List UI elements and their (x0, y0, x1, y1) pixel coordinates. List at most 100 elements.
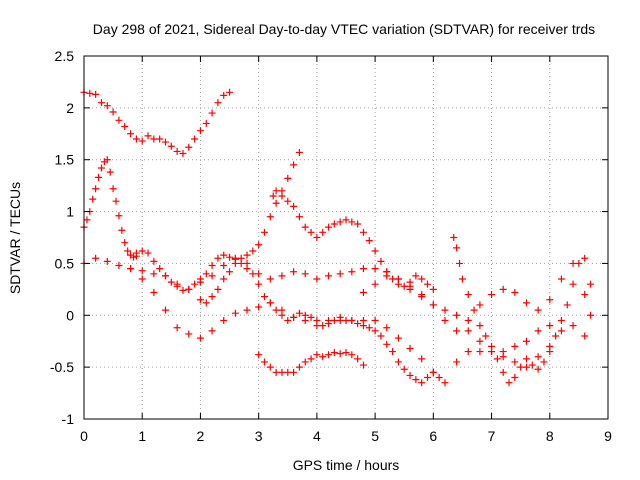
data-point (325, 351, 333, 359)
y-tick-label: 2.5 (55, 48, 75, 64)
data-point (196, 296, 204, 304)
data-point (342, 349, 350, 357)
data-point (511, 374, 519, 382)
data-point (534, 327, 542, 335)
data-point (243, 265, 251, 273)
data-point (394, 358, 402, 366)
data-point (97, 99, 105, 107)
data-point (325, 272, 333, 280)
data-point (418, 291, 426, 299)
data-point (330, 220, 338, 228)
data-point (348, 351, 356, 359)
data-point (424, 374, 432, 382)
data-point (488, 291, 496, 299)
data-point (383, 324, 391, 332)
data-point (359, 228, 367, 236)
x-axis-label: GPS time / hours (293, 457, 400, 473)
data-point (511, 358, 519, 366)
data-point (453, 358, 461, 366)
data-point (185, 330, 193, 338)
data-point (86, 89, 94, 97)
data-series-2 (80, 156, 140, 261)
data-point (354, 220, 362, 228)
data-point (132, 249, 140, 257)
x-tick-label: 8 (546, 428, 554, 444)
data-point (295, 213, 303, 221)
data-point (476, 337, 484, 345)
data-point (336, 350, 344, 358)
data-point (295, 309, 303, 317)
data-point (278, 192, 286, 200)
data-point (301, 270, 309, 278)
data-point (118, 226, 126, 234)
data-point (220, 275, 228, 283)
data-point (499, 285, 507, 293)
x-tick-label: 9 (604, 428, 612, 444)
data-point (243, 251, 251, 259)
data-point (488, 342, 496, 350)
data-point (156, 265, 164, 273)
data-point (89, 195, 97, 203)
data-series-9 (359, 254, 595, 335)
x-tick-label: 4 (313, 428, 321, 444)
data-point (377, 332, 385, 340)
data-point (208, 109, 216, 117)
data-point (284, 197, 292, 205)
data-point (214, 254, 222, 262)
data-point (587, 280, 595, 288)
data-point (325, 320, 333, 328)
data-point (359, 361, 367, 369)
data-point (400, 365, 408, 373)
data-point (406, 282, 414, 290)
data-point (179, 149, 187, 157)
data-point (109, 185, 117, 193)
data-point (342, 216, 350, 224)
data-point (121, 239, 129, 247)
data-series-1 (80, 88, 234, 157)
data-point (269, 192, 277, 200)
data-point (266, 275, 274, 283)
data-point (255, 280, 263, 288)
data-series-8 (269, 187, 437, 293)
data-point (208, 262, 216, 270)
chart-title: Day 298 of 2021, Sidereal Day-to-day VTE… (93, 21, 595, 37)
data-point (185, 285, 193, 293)
data-point (470, 306, 478, 314)
data-point (453, 327, 461, 335)
data-point (196, 127, 204, 135)
data-point (383, 340, 391, 348)
data-point (138, 267, 146, 275)
data-point (150, 270, 158, 278)
data-point (284, 174, 292, 182)
data-point (435, 374, 443, 382)
y-tick-label: 1.5 (55, 152, 75, 168)
data-point (359, 288, 367, 296)
data-point (249, 270, 257, 278)
data-point (418, 355, 426, 363)
data-point (511, 288, 519, 296)
data-point (557, 316, 565, 324)
data-point (313, 316, 321, 324)
data-point (476, 301, 484, 309)
data-point (156, 135, 164, 143)
data-point (202, 299, 210, 307)
data-point (348, 218, 356, 226)
data-point (522, 355, 530, 363)
data-point (115, 212, 123, 220)
data-point (505, 379, 513, 387)
data-point (290, 368, 298, 376)
data-series-10 (450, 234, 595, 387)
data-point (138, 247, 146, 255)
data-point (307, 355, 315, 363)
data-point (493, 355, 501, 363)
data-point (412, 272, 420, 280)
data-point (587, 311, 595, 319)
data-point (389, 348, 397, 356)
data-point (284, 316, 292, 324)
data-point (325, 223, 333, 231)
data-point (290, 161, 298, 169)
data-point (348, 316, 356, 324)
data-point (581, 291, 589, 299)
data-point (569, 322, 577, 330)
